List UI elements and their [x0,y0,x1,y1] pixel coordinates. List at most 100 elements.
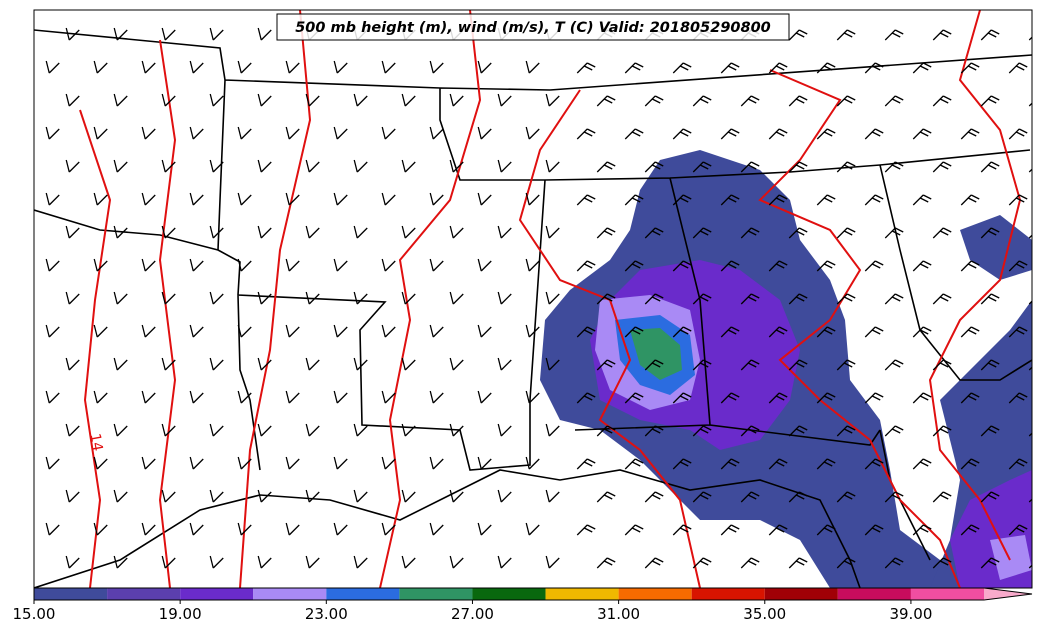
wind-barb [477,456,492,470]
contour-label: 14 [87,432,106,452]
colorbar-segment [253,588,327,600]
wind-barb [884,161,904,173]
wind-barb [237,60,252,74]
wind-barb [884,227,904,239]
wind-barb [525,522,540,536]
wind-barb [401,93,416,107]
wind-barb [768,260,788,272]
wind-barb [545,555,560,569]
wind-barb [285,126,300,140]
wind-barb [1028,300,1032,305]
wind-barb [816,194,836,206]
wind-barb [381,126,396,140]
wind-barb [429,522,444,536]
wind-barb [305,423,320,437]
wind-barb [672,458,692,470]
wind-barb [864,128,884,140]
wind-barb [788,425,808,437]
wind-barb [788,293,808,305]
wind-barb [1008,392,1028,404]
wind-barb [477,192,492,206]
wind-barb [1028,36,1032,41]
wind-barb [305,489,320,503]
wind-barb [305,291,320,305]
colorbar-tick-label: 15.00 [13,605,56,623]
wind-barb [980,491,1000,503]
wind-barb [644,95,664,107]
wind-barb [816,524,836,536]
wind-barb [65,291,80,305]
wind-barb [740,161,760,173]
wind-barb [381,522,396,536]
wind-barb [189,258,204,272]
wind-barb [1028,366,1032,371]
wind-barb [449,555,464,569]
wind-barb [912,524,932,536]
wind-barb [497,225,512,239]
wind-barb [45,60,60,74]
wind-barb [285,456,300,470]
wind-barb [672,392,692,404]
wind-barb [864,62,884,74]
colorbar: 15.00 19.00 23.00 27.00 31.00 35.00 39.00 [13,587,1033,623]
wind-barb [576,194,596,206]
wind-barb [624,326,644,338]
wind-barb [353,159,368,173]
wind-barb [113,27,128,41]
wind-barb [740,293,760,305]
wind-barb [161,291,176,305]
wind-barb [257,423,272,437]
wind-barb [353,423,368,437]
wind-barb [477,390,492,404]
wind-barb [237,522,252,536]
wind-barb [576,458,596,470]
wind-barb [788,29,808,41]
colorbar-extend [984,588,1032,600]
colorbar-segment [326,588,400,600]
wind-barb [932,359,952,371]
wind-barb [545,225,560,239]
wind-barb [141,390,156,404]
wind-barb [113,423,128,437]
wind-barb [884,95,904,107]
wind-barb [912,62,932,74]
wind-barb [1028,234,1032,239]
wind-barb [209,489,224,503]
wind-barb [285,390,300,404]
wind-barb [788,227,808,239]
wind-barb [333,522,348,536]
wind-barb [257,27,272,41]
wind-barb [692,161,712,173]
wind-barb [912,458,932,470]
wind-barb [980,293,1000,305]
wind-barb [768,326,788,338]
wind-barb [884,29,904,41]
wind-barb [257,159,272,173]
wind-barb [576,62,596,74]
wind-barb [429,60,444,74]
wind-barb [257,555,272,569]
wind-barb [209,423,224,437]
wind-barb [960,392,980,404]
wind-barb [1028,432,1032,437]
wind-barb [93,258,108,272]
wind-barb [333,60,348,74]
wind-barb [912,260,932,272]
wind-barb [788,95,808,107]
wind-barb [257,489,272,503]
wind-barb [525,126,540,140]
wind-barb [720,326,740,338]
wind-barb [93,456,108,470]
wind-barb [45,258,60,272]
wind-barb [449,357,464,371]
wind-barb [209,555,224,569]
wind-barb [401,291,416,305]
wind-barb [65,423,80,437]
state-borders [34,29,1032,588]
wind-barb [525,192,540,206]
wind-barb [449,423,464,437]
wind-barb [141,456,156,470]
wind-barb [816,128,836,140]
wind-barb [644,293,664,305]
wind-barb [692,95,712,107]
